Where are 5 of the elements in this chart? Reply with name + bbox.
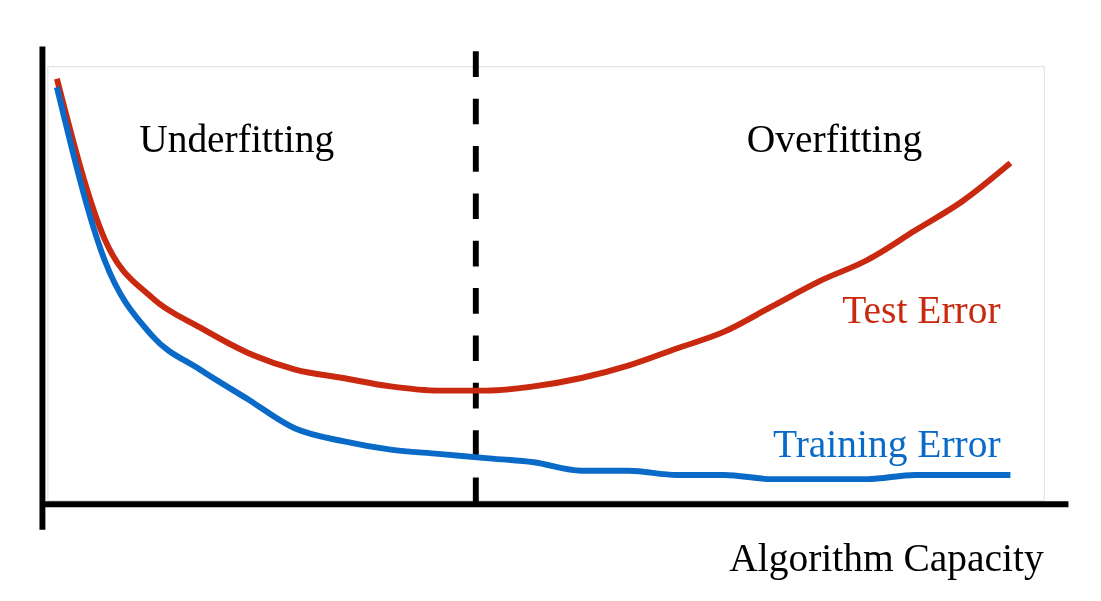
annotation: Overfitting: [746, 116, 923, 161]
x-axis-title: Algorithm Capacity: [729, 536, 1045, 581]
series-label: Test Error: [842, 287, 1001, 332]
series-label: Training Error: [772, 422, 1001, 467]
annotation: Underfitting: [139, 116, 335, 161]
